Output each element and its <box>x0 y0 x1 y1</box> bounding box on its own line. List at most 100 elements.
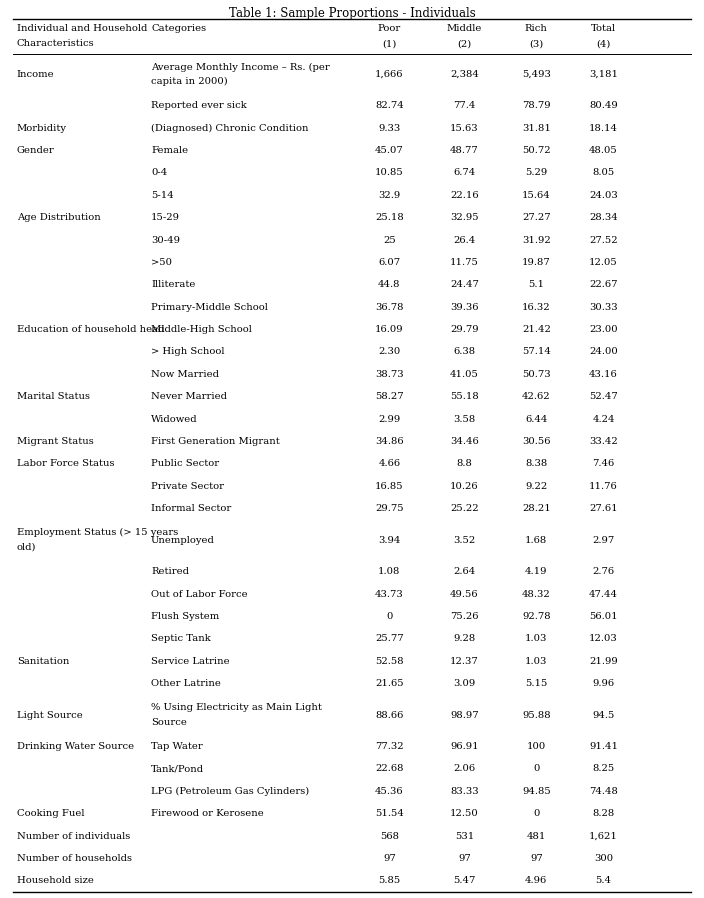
Text: 56.01: 56.01 <box>589 612 617 621</box>
Text: 2.76: 2.76 <box>592 568 615 577</box>
Text: 0: 0 <box>533 764 539 773</box>
Text: 5.4: 5.4 <box>596 876 612 885</box>
Text: 3.52: 3.52 <box>453 535 475 544</box>
Text: 30-49: 30-49 <box>151 235 180 244</box>
Text: 3,181: 3,181 <box>589 70 618 79</box>
Text: 5-14: 5-14 <box>151 191 174 200</box>
Text: 57.14: 57.14 <box>522 348 551 357</box>
Text: 3.58: 3.58 <box>453 415 475 424</box>
Text: 91.41: 91.41 <box>589 742 618 751</box>
Text: 15.63: 15.63 <box>450 124 479 133</box>
Text: 32.9: 32.9 <box>378 191 401 200</box>
Text: 18.14: 18.14 <box>589 124 618 133</box>
Text: Sanitation: Sanitation <box>17 656 69 665</box>
Text: 29.79: 29.79 <box>450 325 479 334</box>
Text: 24.47: 24.47 <box>450 280 479 289</box>
Text: 22.68: 22.68 <box>375 764 403 773</box>
Text: Flush System: Flush System <box>151 612 219 621</box>
Text: 12.03: 12.03 <box>589 634 618 643</box>
Text: 97: 97 <box>530 854 543 863</box>
Text: 28.34: 28.34 <box>589 213 618 222</box>
Text: Drinking Water Source: Drinking Water Source <box>17 742 134 751</box>
Text: old): old) <box>17 543 36 552</box>
Text: Other Latrine: Other Latrine <box>151 679 221 688</box>
Text: 8.28: 8.28 <box>592 809 615 818</box>
Text: Poor: Poor <box>378 24 401 33</box>
Text: 100: 100 <box>527 742 546 751</box>
Text: 0-4: 0-4 <box>151 169 168 178</box>
Text: 48.05: 48.05 <box>589 146 618 155</box>
Text: 0: 0 <box>533 809 539 818</box>
Text: 94.5: 94.5 <box>592 710 615 719</box>
Text: Age Distribution: Age Distribution <box>17 213 101 222</box>
Text: 48.32: 48.32 <box>522 589 551 599</box>
Text: 300: 300 <box>594 854 613 863</box>
Text: 45.36: 45.36 <box>375 787 403 796</box>
Text: 3.94: 3.94 <box>378 535 401 544</box>
Text: 12.37: 12.37 <box>450 656 479 665</box>
Text: 2.06: 2.06 <box>453 764 475 773</box>
Text: 42.62: 42.62 <box>522 392 551 401</box>
Text: 24.03: 24.03 <box>589 191 618 200</box>
Text: 98.97: 98.97 <box>450 710 479 719</box>
Text: 50.72: 50.72 <box>522 146 551 155</box>
Text: 7.46: 7.46 <box>592 460 615 469</box>
Text: 36.78: 36.78 <box>375 303 403 312</box>
Text: Light Source: Light Source <box>17 710 82 719</box>
Text: 5.85: 5.85 <box>378 876 401 885</box>
Text: 21.42: 21.42 <box>522 325 551 334</box>
Text: (3): (3) <box>529 40 543 48</box>
Text: % Using Electricity as Main Light: % Using Electricity as Main Light <box>151 703 322 712</box>
Text: Out of Labor Force: Out of Labor Force <box>151 589 248 599</box>
Text: 2.30: 2.30 <box>378 348 401 357</box>
Text: Tank/Pond: Tank/Pond <box>151 764 204 773</box>
Text: 1,666: 1,666 <box>375 70 403 79</box>
Text: 30.33: 30.33 <box>589 303 617 312</box>
Text: 50.73: 50.73 <box>522 370 551 379</box>
Text: 27.61: 27.61 <box>589 504 617 513</box>
Text: Migrant Status: Migrant Status <box>17 437 94 446</box>
Text: 49.56: 49.56 <box>450 589 479 599</box>
Text: 43.73: 43.73 <box>375 589 403 599</box>
Text: 8.05: 8.05 <box>592 169 615 178</box>
Text: Public Sector: Public Sector <box>151 460 219 469</box>
Text: 94.85: 94.85 <box>522 787 551 796</box>
Text: Middle-High School: Middle-High School <box>151 325 252 334</box>
Text: 6.38: 6.38 <box>453 348 475 357</box>
Text: Labor Force Status: Labor Force Status <box>17 460 114 469</box>
Text: Morbidity: Morbidity <box>17 124 67 133</box>
Text: 75.26: 75.26 <box>450 612 479 621</box>
Text: 6.44: 6.44 <box>525 415 548 424</box>
Text: 9.28: 9.28 <box>453 634 475 643</box>
Text: Table 1: Sample Proportions - Individuals: Table 1: Sample Proportions - Individual… <box>229 7 475 20</box>
Text: 4.24: 4.24 <box>592 415 615 424</box>
Text: 80.49: 80.49 <box>589 101 618 110</box>
Text: 97: 97 <box>383 854 396 863</box>
Text: 5,493: 5,493 <box>522 70 551 79</box>
Text: 4.66: 4.66 <box>378 460 401 469</box>
Text: 0: 0 <box>386 612 393 621</box>
Text: 83.33: 83.33 <box>450 787 479 796</box>
Text: 29.75: 29.75 <box>375 504 403 513</box>
Text: 15.64: 15.64 <box>522 191 551 200</box>
Text: 55.18: 55.18 <box>450 392 479 401</box>
Text: (Diagnosed) Chronic Condition: (Diagnosed) Chronic Condition <box>151 124 308 133</box>
Text: 11.76: 11.76 <box>589 481 618 490</box>
Text: 5.1: 5.1 <box>528 280 544 289</box>
Text: Source: Source <box>151 718 187 726</box>
Text: 531: 531 <box>455 832 474 841</box>
Text: 44.8: 44.8 <box>378 280 401 289</box>
Text: Employment Status (> 15 years: Employment Status (> 15 years <box>17 528 178 537</box>
Text: 5.47: 5.47 <box>453 876 475 885</box>
Text: Never Married: Never Married <box>151 392 227 401</box>
Text: >50: >50 <box>151 258 172 267</box>
Text: 5.15: 5.15 <box>525 679 548 688</box>
Text: 43.16: 43.16 <box>589 370 618 379</box>
Text: Retired: Retired <box>151 568 189 577</box>
Text: 9.22: 9.22 <box>525 481 548 490</box>
Text: 11.75: 11.75 <box>450 258 479 267</box>
Text: Education of household head: Education of household head <box>17 325 164 334</box>
Text: 25.22: 25.22 <box>450 504 479 513</box>
Text: 39.36: 39.36 <box>450 303 479 312</box>
Text: 27.27: 27.27 <box>522 213 551 222</box>
